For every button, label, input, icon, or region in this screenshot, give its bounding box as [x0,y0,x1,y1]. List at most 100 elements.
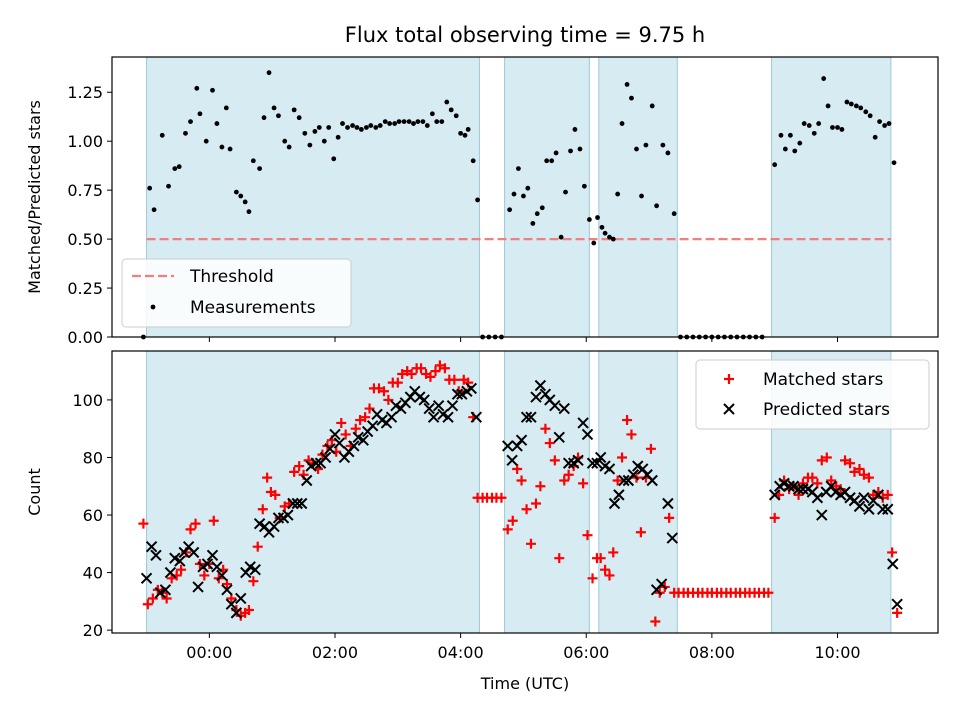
matched-point [540,423,551,434]
predicted-point [577,417,589,429]
measurement-point [282,138,288,144]
measurement-point [867,113,873,119]
predicted-point [534,379,547,392]
measurement-point [830,125,835,130]
measurement-point [811,130,817,136]
measurement-point [891,160,897,166]
measurement-point [835,125,840,130]
predicted-point [811,492,824,504]
measurement-point [172,166,178,172]
predicted-point [465,382,478,395]
predicted-point [549,399,561,412]
matched-point [544,438,555,449]
predicted-point [627,469,640,481]
matched-point [289,466,300,477]
shaded-window [146,350,480,634]
measurement-point [458,130,464,136]
predicted-point [287,497,299,510]
predicted-point [655,578,668,590]
measurement-point [586,217,592,222]
measurement-point [396,119,402,125]
predicted-point [442,411,454,423]
measurement-point [572,127,578,132]
matched-point [373,383,384,394]
measurement-point [271,105,277,111]
predicted-point [520,411,533,423]
matched-point [208,515,219,526]
measurement-point [853,103,859,109]
matched-point [793,489,804,500]
measurement-point [619,121,625,126]
measurement-point [223,105,229,111]
legend-box [121,258,352,328]
matched-point [294,461,305,472]
matched-point [397,369,408,380]
measurement-point [194,85,200,91]
measurement-point [354,125,360,130]
predicted-point [530,391,542,403]
measurement-point [577,146,583,152]
predicted-point [853,500,866,513]
matched-point [635,527,646,538]
measurement-point [238,193,244,199]
predicted-point [586,457,599,469]
matched-point [360,412,371,423]
predicted-point [427,411,440,423]
measurement-point [882,123,888,128]
predicted-point [418,394,430,406]
predicted-point [295,497,308,510]
measurement-point [345,125,350,130]
matched-point [350,423,361,434]
measurement-point [368,123,374,128]
axes-frame [111,350,939,634]
measurement-point [246,209,252,215]
measurement-point [534,211,540,217]
x-axis-label: Time (UTC) [480,674,569,693]
measurement-point [340,121,345,126]
matched-point [142,599,153,610]
measurement-point [183,130,188,136]
matched-point [816,455,827,466]
measurement-point [801,121,807,126]
matched-point [176,564,187,575]
predicted-point [608,497,621,510]
matched-point [199,570,210,581]
measurement-point [242,199,248,205]
predicted-point [591,457,603,469]
measurement-point [377,123,383,128]
predicted-point [863,503,875,515]
predicted-point [230,607,243,619]
measurement-point [553,150,559,156]
measurement-point [863,109,869,115]
measurement-point [825,103,831,109]
legend-box [695,359,930,430]
predicted-point [506,454,518,467]
matched-point [161,593,172,604]
predicted-point [646,474,658,487]
matched-point [812,478,823,489]
measurement-point [424,123,430,128]
y-tick-label: 40 [83,564,103,583]
y-axis-label: Matched/Predicted stars [25,100,44,294]
predicted-point [594,451,607,464]
measurement-point [671,211,677,217]
y-tick-label: 1.25 [67,83,103,102]
measurement-point [525,185,531,191]
measurement-point [649,103,655,109]
measurement-point [581,183,587,189]
matched-point [868,489,879,500]
predicted-point [423,402,435,415]
matched-point [406,369,417,380]
measurement-point [665,150,671,156]
shaded-window [504,56,590,338]
measurement-point [782,146,788,152]
matched-point [840,455,851,466]
matched-point [826,475,837,486]
legend-measurement-swatch [150,304,156,310]
x-tick-label: 08:00 [689,643,735,662]
ratio-panel: 0.00 0.25 0.50 0.75 1.00 1.25 Matched/Predicte… [25,56,939,347]
legend-matched-swatch [724,374,734,384]
measurement-point [568,148,573,154]
measurement-point [166,183,171,189]
